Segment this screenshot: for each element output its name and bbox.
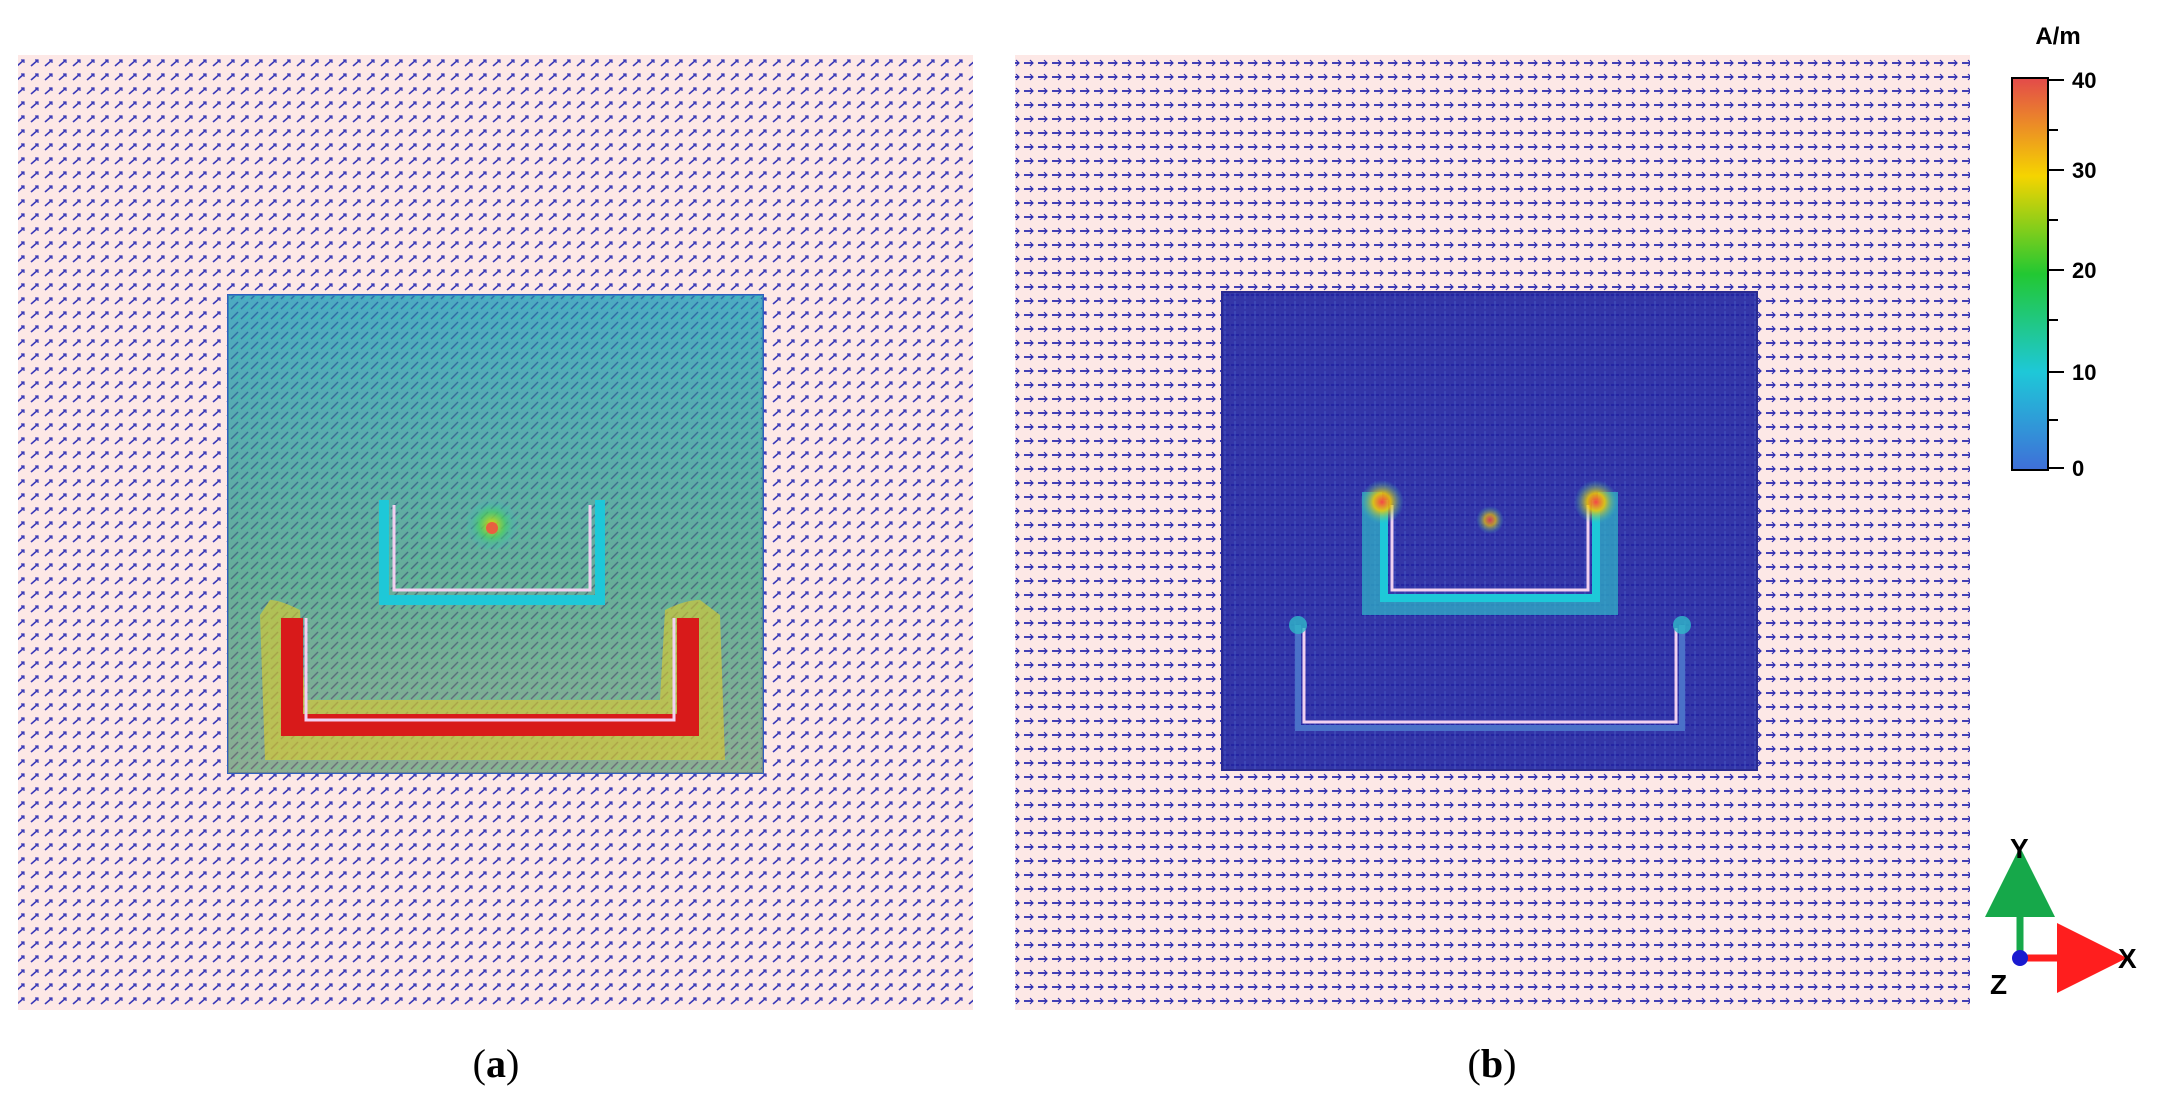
panel-b-slot-end-right [1673,616,1691,634]
colorbar-tick-label: 30 [2072,158,2096,183]
panel-a-inner-slot [379,500,605,605]
colorbar-tick-label: 10 [2072,360,2096,385]
colorbar-tick-label: 0 [2072,456,2084,481]
panel-b-inner-slot [1380,500,1600,602]
x-axis-label: X [2118,943,2137,974]
panel-b-outer-slot-line [1302,628,1678,724]
panel-a-outer-slot-line [304,618,676,722]
y-axis-label: Y [2010,833,2029,864]
panel-a-caption: (a) [472,1041,520,1086]
panel-b-outer-slot [1295,625,1685,731]
colorbar-gradient [2011,77,2049,471]
panel-a-inner-slot-line [392,505,592,592]
panel-b-inner-slot-glow [1362,492,1618,615]
panel-b-inner-slot-line [1390,505,1590,592]
panel-b-hotspot-center [1476,506,1504,534]
colorbar-tick-label: 40 [2072,68,2096,93]
panel-a-outer-slot [281,618,699,736]
panel-b [1015,55,1970,1010]
z-axis-label: Z [1990,969,2007,1000]
panel-b-hotspot-left [1360,480,1404,524]
colorbar-tick-label: 20 [2072,258,2096,283]
axis-triad: X Y Z [1985,833,2137,1000]
colorbar-unit: A/m [2035,23,2080,50]
z-axis-dot [2012,950,2028,966]
panel-a-hotspot-core [486,522,498,534]
panel-b-caption: (b) [1467,1041,1517,1086]
colorbar: A/m 40 30 20 10 0 [2011,23,2096,481]
panel-a [18,55,973,1010]
panel-b-hotspot-right [1574,480,1618,524]
colorbar-ticks [2048,79,2064,469]
panel-b-slot-end-left [1289,616,1307,634]
